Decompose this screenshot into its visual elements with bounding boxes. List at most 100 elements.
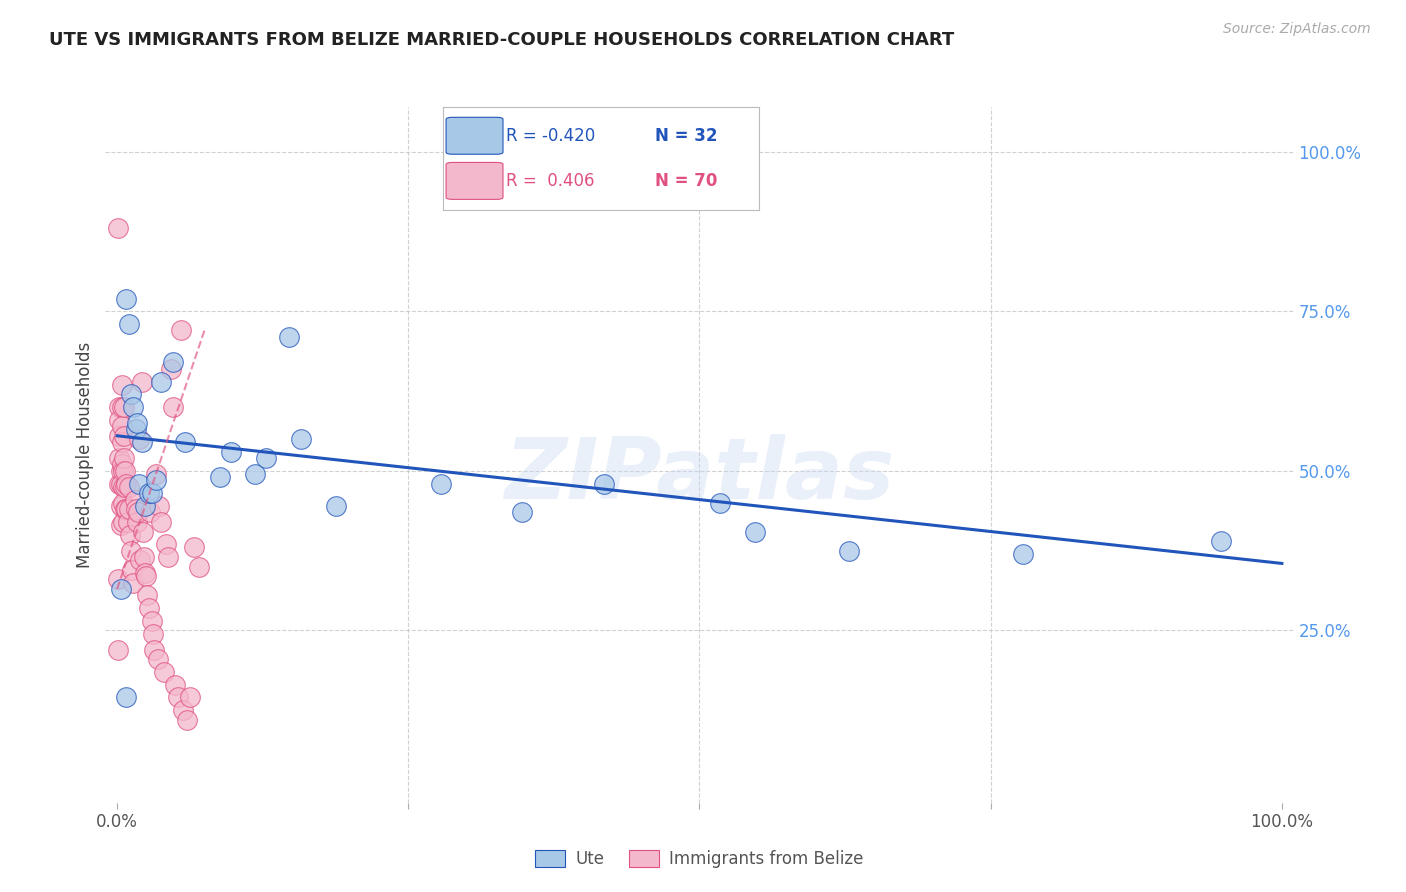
Point	[118, 480, 141, 494]
Text: R =  0.406: R = 0.406	[506, 172, 595, 190]
Point	[166, 690, 188, 705]
Point	[120, 387, 142, 401]
Point	[111, 480, 134, 494]
Point	[114, 502, 136, 516]
Point	[107, 221, 129, 235]
Text: N = 32: N = 32	[655, 127, 717, 145]
Point	[1012, 547, 1035, 561]
Point	[111, 464, 134, 478]
Point	[122, 575, 145, 590]
Point	[134, 566, 156, 580]
Y-axis label: Married-couple Households: Married-couple Households	[76, 342, 94, 568]
Point	[121, 563, 143, 577]
Point	[150, 375, 173, 389]
Point	[118, 502, 141, 516]
Point	[512, 505, 534, 519]
Point	[131, 375, 153, 389]
Point	[125, 416, 148, 430]
Point	[108, 451, 131, 466]
FancyBboxPatch shape	[446, 162, 503, 199]
Point	[143, 642, 166, 657]
Text: N = 70: N = 70	[655, 172, 717, 190]
Point	[744, 524, 766, 539]
Point	[219, 444, 242, 458]
Point	[593, 476, 616, 491]
Point	[162, 400, 184, 414]
Point	[122, 400, 145, 414]
Point	[128, 432, 150, 446]
Point	[142, 626, 165, 640]
Point	[111, 496, 134, 510]
Point	[173, 435, 195, 450]
Point	[183, 541, 205, 555]
Point	[108, 400, 131, 414]
Point	[176, 713, 198, 727]
Point	[125, 515, 148, 529]
Point	[157, 549, 180, 564]
Point	[187, 559, 209, 574]
Point	[112, 451, 135, 466]
Point	[138, 486, 160, 500]
Point	[138, 601, 160, 615]
Point	[110, 476, 132, 491]
Point	[141, 614, 163, 628]
Point	[290, 432, 312, 446]
Legend: Ute, Immigrants from Belize: Ute, Immigrants from Belize	[529, 843, 870, 874]
Point	[111, 458, 134, 472]
Point	[141, 486, 163, 500]
Point	[179, 690, 201, 705]
Point	[129, 553, 152, 567]
Point	[110, 518, 132, 533]
Point	[709, 496, 731, 510]
Point	[208, 470, 231, 484]
Point	[127, 505, 149, 519]
Point	[159, 361, 181, 376]
Point	[134, 499, 156, 513]
Point	[430, 476, 453, 491]
Point	[115, 476, 138, 491]
Point	[115, 292, 138, 306]
Point	[325, 499, 347, 513]
Point	[125, 502, 148, 516]
Text: R = -0.420: R = -0.420	[506, 127, 595, 145]
Point	[146, 652, 169, 666]
Point	[107, 642, 129, 657]
Point	[145, 474, 167, 488]
Point	[120, 543, 142, 558]
Point	[111, 377, 134, 392]
Text: UTE VS IMMIGRANTS FROM BELIZE MARRIED-COUPLE HOUSEHOLDS CORRELATION CHART: UTE VS IMMIGRANTS FROM BELIZE MARRIED-CO…	[49, 31, 955, 49]
Point	[138, 505, 160, 519]
FancyBboxPatch shape	[446, 118, 503, 154]
Point	[112, 400, 135, 414]
Point	[145, 467, 167, 481]
Point	[131, 435, 153, 450]
Point	[243, 467, 266, 481]
Point	[135, 569, 157, 583]
Point	[115, 690, 138, 705]
Point	[115, 502, 138, 516]
Point	[165, 678, 187, 692]
Point	[110, 582, 132, 596]
Text: Source: ZipAtlas.com: Source: ZipAtlas.com	[1223, 22, 1371, 37]
Point	[170, 323, 193, 337]
Point	[278, 330, 301, 344]
Text: ZIPatlas: ZIPatlas	[505, 434, 894, 517]
Point	[136, 588, 159, 602]
Point	[838, 543, 860, 558]
Point	[111, 435, 134, 450]
Point	[132, 549, 155, 564]
Point	[155, 537, 177, 551]
Point	[112, 429, 135, 443]
Point	[132, 524, 155, 539]
Point	[114, 480, 136, 494]
Point	[150, 515, 173, 529]
Point	[107, 573, 129, 587]
Point	[128, 476, 150, 491]
Point	[108, 476, 131, 491]
Point	[111, 419, 134, 434]
Point	[162, 355, 184, 369]
Point	[148, 499, 170, 513]
Point	[118, 317, 141, 331]
Point	[111, 515, 134, 529]
Point	[173, 703, 195, 717]
